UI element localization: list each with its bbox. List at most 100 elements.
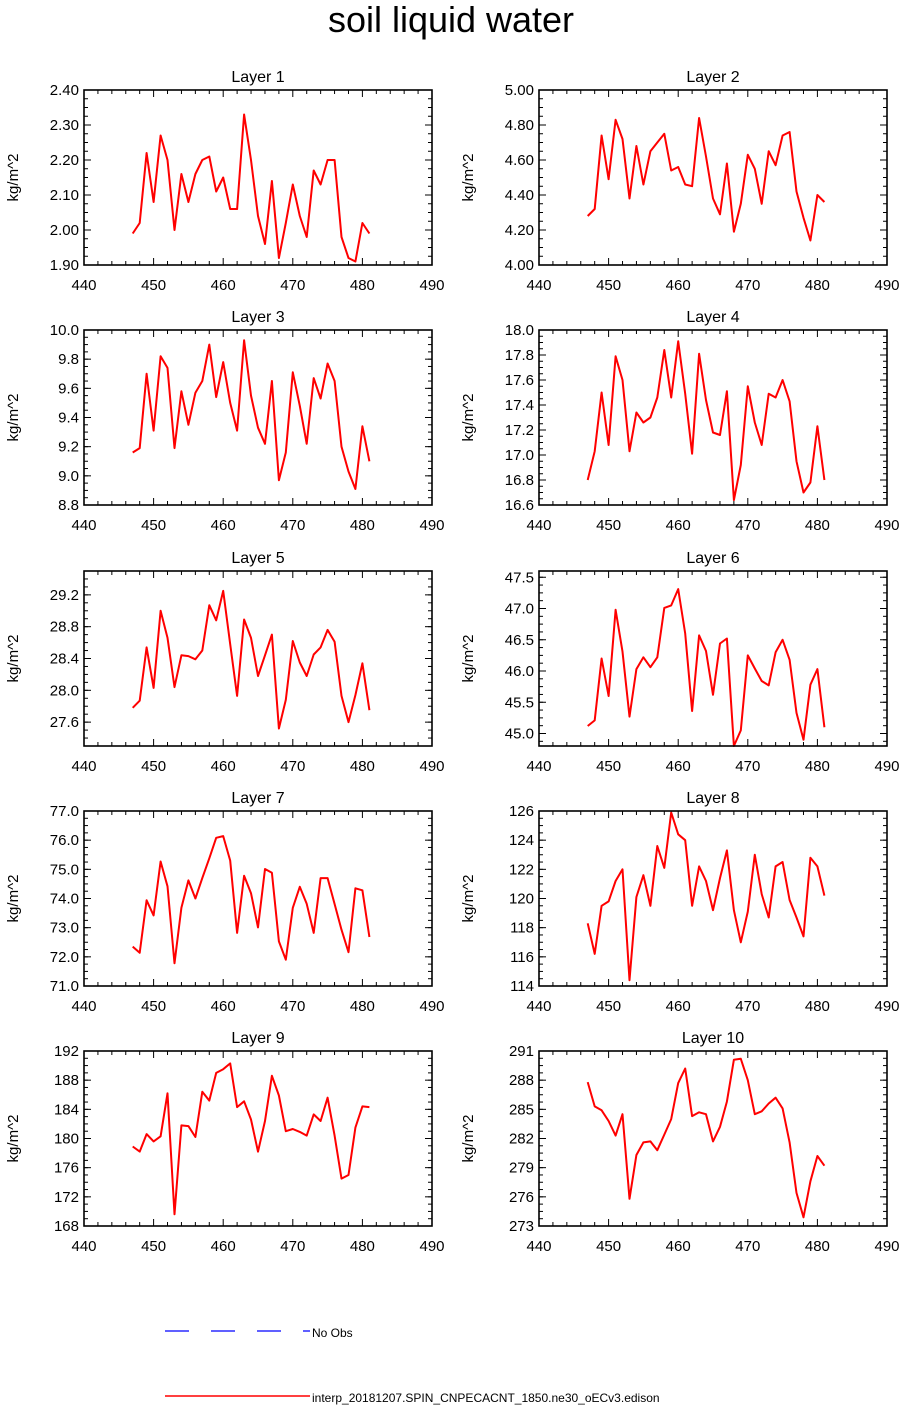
chart-title: Layer 7 — [231, 790, 284, 807]
y-axis-label: kg/m^2 — [5, 1115, 22, 1163]
series-line — [586, 117, 826, 242]
x-tick-label: 490 — [419, 1238, 444, 1255]
y-tick-label: 17.6 — [505, 372, 534, 389]
y-tick-label: 17.2 — [505, 422, 534, 439]
x-tick-label: 450 — [596, 998, 621, 1015]
x-tick-label: 490 — [419, 277, 444, 294]
y-tick-label: 4.60 — [505, 152, 534, 169]
x-tick-label: 490 — [419, 758, 444, 775]
x-tick-label: 480 — [350, 998, 375, 1015]
chart-title: Layer 2 — [686, 69, 739, 86]
x-tick-label: 450 — [596, 517, 621, 534]
series-line — [132, 1062, 370, 1216]
x-tick-label: 470 — [280, 998, 305, 1015]
x-tick-label: 460 — [211, 277, 236, 294]
chart-title: Layer 4 — [686, 309, 739, 326]
y-tick-label: 16.8 — [505, 472, 534, 489]
y-tick-label: 126 — [509, 803, 534, 820]
x-tick-label: 450 — [141, 998, 166, 1015]
chart-title: Layer 6 — [686, 550, 739, 567]
chart-title: Layer 10 — [682, 1030, 744, 1047]
y-tick-label: 9.4 — [58, 410, 79, 427]
x-tick-label: 460 — [211, 517, 236, 534]
y-axis-label: kg/m^2 — [5, 154, 22, 202]
y-axis-label: kg/m^2 — [5, 394, 22, 442]
y-axis-label: kg/m^2 — [460, 875, 477, 923]
y-tick-label: 71.0 — [50, 978, 79, 995]
chart-panel-6: Layer 6 kg/m^2 440 450 460 470 480 490 45.0 45.5 4… — [460, 550, 900, 775]
x-tick-label: 490 — [419, 517, 444, 534]
x-tick-label: 480 — [805, 998, 830, 1015]
plot-frame — [538, 1050, 888, 1227]
y-tick-label: 4.40 — [505, 187, 534, 204]
y-tick-label: 28.0 — [50, 682, 79, 699]
chart-panel-4: Layer 4 kg/m^2 440 450 460 470 480 490 16.6 16.8 1… — [460, 309, 900, 534]
plot-frame — [83, 329, 433, 506]
y-tick-label: 46.0 — [505, 663, 534, 680]
y-tick-label: 2.00 — [50, 222, 79, 239]
chart-panel-9: Layer 9 kg/m^2 440 450 460 470 480 490 168 172 176… — [5, 1030, 445, 1255]
plot-frame — [538, 810, 888, 987]
x-tick-label: 440 — [71, 277, 96, 294]
plot-frame — [83, 89, 433, 266]
chart-title: Layer 9 — [231, 1030, 284, 1047]
y-tick-label: 273 — [509, 1218, 534, 1235]
y-tick-label: 18.0 — [505, 322, 534, 339]
x-tick-label: 490 — [874, 758, 899, 775]
y-tick-label: 282 — [509, 1131, 534, 1148]
series-line — [587, 588, 826, 747]
x-tick-label: 450 — [141, 1238, 166, 1255]
chart-panel-1: Layer 1 kg/m^2 440 450 460 470 480 490 1.90 2.00 2… — [5, 69, 445, 294]
x-tick-label: 470 — [735, 277, 760, 294]
series-line — [586, 1057, 826, 1219]
y-tick-label: 76.0 — [50, 832, 79, 849]
x-tick-label: 460 — [211, 998, 236, 1015]
y-tick-label: 4.20 — [505, 222, 534, 239]
y-tick-label: 188 — [54, 1072, 79, 1089]
x-tick-label: 470 — [280, 277, 305, 294]
x-tick-label: 440 — [526, 277, 551, 294]
chart-panel-8: Layer 8 kg/m^2 440 450 460 470 480 490 114 116 118… — [460, 790, 900, 1015]
x-tick-label: 480 — [350, 1238, 375, 1255]
legend-obs-label: No Obs — [312, 1326, 353, 1340]
x-tick-label: 460 — [666, 1238, 691, 1255]
x-tick-label: 440 — [526, 517, 551, 534]
x-tick-label: 490 — [874, 517, 899, 534]
x-tick-label: 450 — [141, 517, 166, 534]
y-tick-label: 75.0 — [50, 861, 79, 878]
x-tick-label: 470 — [735, 758, 760, 775]
x-tick-label: 490 — [419, 998, 444, 1015]
chart-title: Layer 1 — [231, 69, 284, 86]
y-tick-label: 2.30 — [50, 117, 79, 134]
series-line — [131, 589, 371, 730]
x-tick-label: 480 — [350, 517, 375, 534]
chart-panel-10: Layer 10 kg/m^2 440 450 460 470 480 490 273 276 27… — [460, 1030, 900, 1255]
chart-panel-3: Layer 3 kg/m^2 440 450 460 470 480 490 8.8 9.0 9.2… — [5, 309, 445, 534]
x-tick-label: 470 — [735, 517, 760, 534]
x-tick-label: 470 — [280, 1238, 305, 1255]
y-tick-label: 2.20 — [50, 152, 79, 169]
x-tick-label: 470 — [735, 998, 760, 1015]
y-tick-label: 291 — [509, 1043, 534, 1060]
x-tick-label: 440 — [71, 517, 96, 534]
x-tick-label: 440 — [526, 998, 551, 1015]
series-line — [586, 811, 826, 982]
y-tick-label: 17.8 — [505, 347, 534, 364]
y-tick-label: 279 — [509, 1160, 534, 1177]
x-tick-label: 440 — [71, 1238, 96, 1255]
y-tick-label: 118 — [510, 920, 534, 937]
y-tick-label: 124 — [509, 832, 534, 849]
y-axis-label: kg/m^2 — [460, 394, 477, 442]
y-tick-label: 122 — [509, 861, 534, 878]
y-tick-label: 172 — [54, 1189, 79, 1206]
x-tick-label: 460 — [666, 277, 691, 294]
chart-panels: Layer 1 kg/m^2 440 450 460 470 480 490 1.90 2.00 2… — [5, 69, 900, 1255]
y-tick-label: 276 — [509, 1189, 534, 1206]
x-tick-label: 460 — [666, 758, 691, 775]
y-tick-label: 2.10 — [50, 187, 79, 204]
y-axis-label: kg/m^2 — [5, 875, 22, 923]
x-tick-label: 460 — [211, 758, 236, 775]
y-tick-label: 168 — [54, 1218, 79, 1235]
x-tick-label: 490 — [874, 277, 899, 294]
